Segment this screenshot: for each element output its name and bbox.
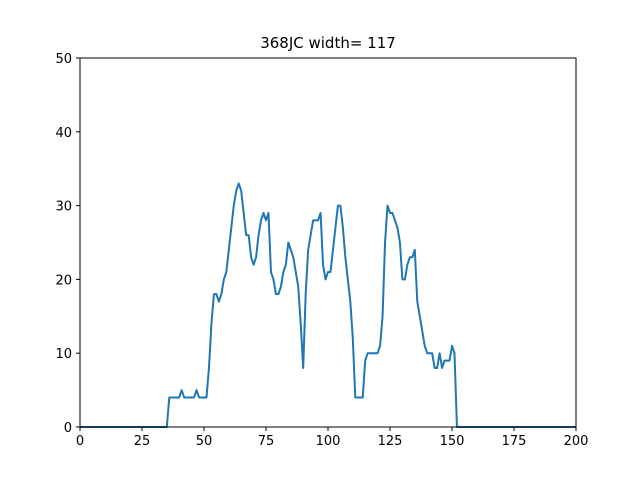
x-tick-label: 50 <box>196 434 213 449</box>
x-tick-label: 0 <box>76 434 84 449</box>
y-tick-label: 40 <box>55 126 72 141</box>
x-tick-label: 25 <box>134 434 151 449</box>
chart-title: 368JC width= 117 <box>260 34 396 52</box>
x-tick-label: 200 <box>564 434 589 449</box>
y-tick-label: 30 <box>55 200 72 215</box>
y-tick-label: 0 <box>64 421 72 436</box>
x-tick-label: 125 <box>378 434 403 449</box>
y-tick-label: 50 <box>55 52 72 67</box>
x-tick-label: 175 <box>502 434 527 449</box>
x-tick-label: 150 <box>440 434 465 449</box>
y-tick-label: 20 <box>55 273 72 288</box>
x-tick-label: 100 <box>316 434 341 449</box>
data-line <box>80 182 576 428</box>
y-tick-label: 10 <box>55 347 72 362</box>
x-tick-label: 75 <box>258 434 275 449</box>
